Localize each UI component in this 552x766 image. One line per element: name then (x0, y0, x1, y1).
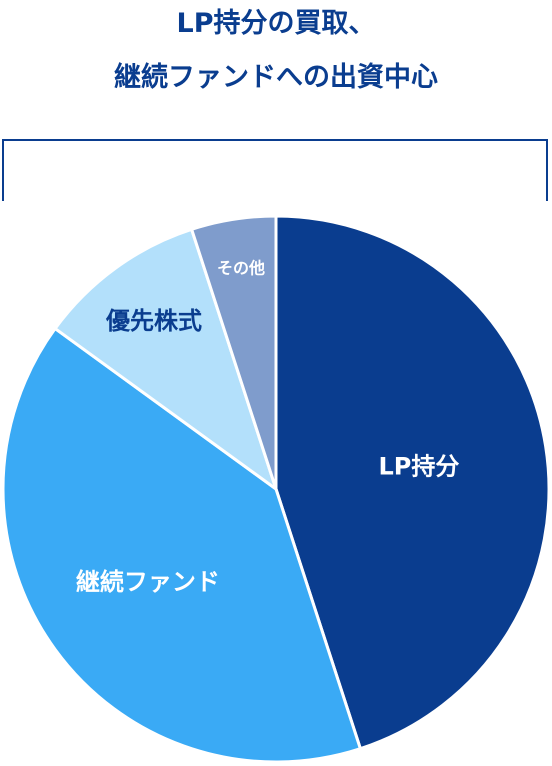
pie-slice-1 (1, 327, 362, 764)
pie-label-0: LP持分 (378, 452, 459, 480)
pie-slice-3 (190, 214, 278, 491)
chart-title-line-1: LP持分の買取、 (176, 8, 376, 39)
title-bracket (2, 139, 548, 201)
pie-label-2: 優先株式 (105, 307, 202, 335)
pie-label-1: 継続ファンド (76, 568, 220, 596)
pie-slice-0 (274, 214, 551, 751)
pie-slices (1, 214, 551, 764)
pie-slice-2 (53, 227, 278, 491)
pie-label-3: その他 (217, 258, 265, 277)
chart-title-line-2: 継続ファンドへの出資中心 (114, 62, 438, 93)
